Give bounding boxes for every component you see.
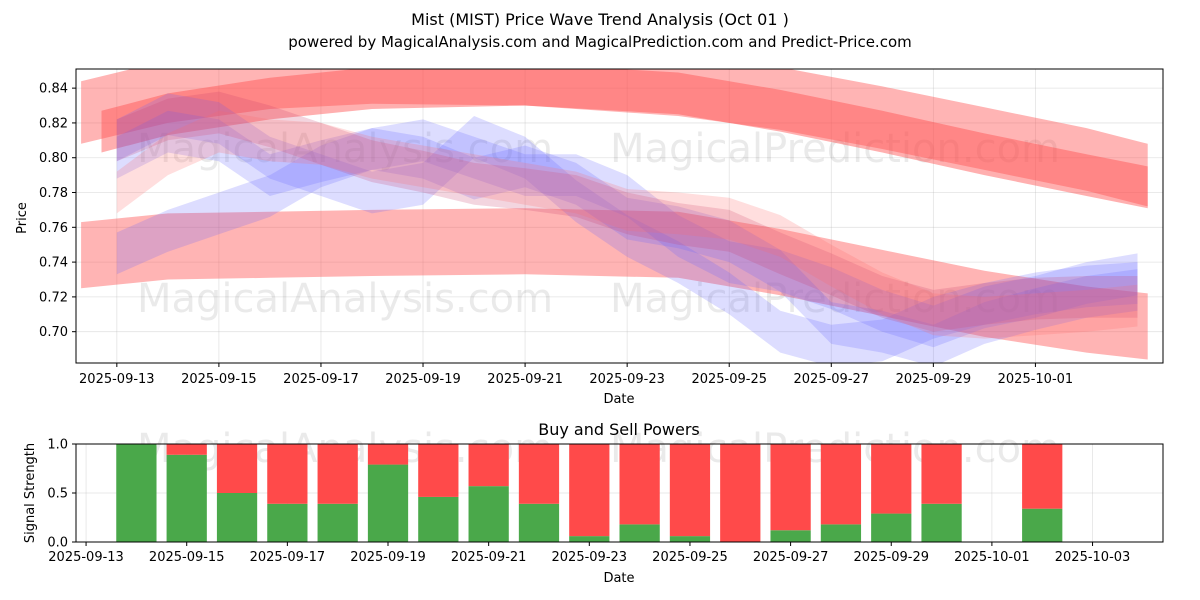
bar-x-tick-label: 2025-10-01 <box>954 550 1030 565</box>
price-y-tick-label: 0.72 <box>39 290 68 305</box>
wave-band-3 <box>81 208 1148 360</box>
buy-power-bar <box>216 493 258 542</box>
sell-power-bar <box>669 444 711 537</box>
chart-title: Mist (MIST) Price Wave Trend Analysis (O… <box>411 10 789 29</box>
buy-power-bar <box>669 536 711 542</box>
price-x-axis-label: Date <box>603 392 634 407</box>
sell-power-bar <box>418 444 459 497</box>
buy-power-bar <box>1022 508 1063 542</box>
bar-y-tick-label: 0.5 <box>47 487 68 502</box>
wave-band-6 <box>116 93 1138 363</box>
buy-power-bar <box>367 464 409 542</box>
sell-power-bar <box>317 444 358 504</box>
buy-power-bar <box>770 530 811 542</box>
price-y-tick-label: 0.78 <box>39 186 68 201</box>
bar-x-tick-label: 2025-09-17 <box>250 550 326 565</box>
chart-subtitle: powered by MagicalAnalysis.com and Magic… <box>288 33 912 51</box>
wave-band-8 <box>116 110 1138 339</box>
sell-power-bar <box>267 444 308 504</box>
buy-power-bar <box>619 524 660 542</box>
bar-x-tick-label: 2025-10-03 <box>1055 550 1131 565</box>
price-y-tick-label: 0.80 <box>39 151 68 166</box>
buy-power-bar <box>468 486 509 542</box>
price-x-tick-label: 2025-09-25 <box>691 372 767 387</box>
sell-power-bar <box>518 444 560 504</box>
price-wave-plot: MagicalAnalysis.com MagicalPrediction.com… <box>39 68 1164 387</box>
price-y-tick-label: 0.74 <box>39 256 68 271</box>
buy-power-bar <box>267 503 308 542</box>
bar-x-tick-label: 2025-09-19 <box>350 550 426 565</box>
sell-power-bar <box>569 444 610 537</box>
buy-power-bar <box>871 513 912 542</box>
bar-x-tick-label: 2025-09-25 <box>652 550 728 565</box>
buy-power-bar <box>518 503 560 542</box>
wave-band-4 <box>116 110 1138 363</box>
price-x-tick-label: 2025-09-21 <box>487 372 563 387</box>
price-x-tick-label: 2025-10-01 <box>998 372 1074 387</box>
bar-y-tick-label: 0.0 <box>47 536 68 551</box>
watermark: MagicalPrediction.com <box>610 126 1060 172</box>
sell-power-bar <box>619 444 660 525</box>
wave-band-2 <box>101 69 1148 209</box>
price-y-axis-label: Price <box>15 202 30 234</box>
sell-power-bar <box>820 444 862 525</box>
buy-power-bar <box>418 496 459 542</box>
wave-band-7 <box>116 91 1138 332</box>
sell-power-bar <box>1022 444 1063 509</box>
sell-power-bar <box>720 444 761 542</box>
buy-power-bar <box>820 524 862 542</box>
sell-power-bar <box>216 444 258 493</box>
bar-y-tick-label: 1.0 <box>47 438 68 453</box>
buy-sell-x-axis-label: Date <box>603 571 634 586</box>
wave-bands <box>81 69 1148 363</box>
sell-power-bar <box>871 444 912 514</box>
watermark: MagicalPrediction.com <box>610 276 1060 322</box>
sell-power-bar <box>468 444 509 487</box>
watermark: MagicalAnalysis.com <box>137 126 553 172</box>
price-y-tick-label: 0.76 <box>39 221 68 236</box>
price-x-tick-label: 2025-09-23 <box>589 372 665 387</box>
sell-power-bar <box>921 444 962 504</box>
price-x-tick-label: 2025-09-13 <box>79 372 155 387</box>
bar-x-tick-label: 2025-09-15 <box>149 550 225 565</box>
bar-x-tick-label: 2025-09-29 <box>853 550 929 565</box>
price-x-tick-label: 2025-09-15 <box>181 372 257 387</box>
price-plot-frame <box>75 68 1164 364</box>
wave-band-1 <box>81 69 1148 207</box>
buy-power-bar <box>166 454 207 542</box>
sell-power-bar <box>166 444 207 455</box>
bar-x-tick-label: 2025-09-23 <box>552 550 628 565</box>
watermark: MagicalAnalysis.com <box>137 276 553 322</box>
bar-x-tick-label: 2025-09-13 <box>48 550 124 565</box>
bar-x-tick-label: 2025-09-21 <box>451 550 527 565</box>
price-x-tick-label: 2025-09-29 <box>896 372 972 387</box>
price-x-tick-label: 2025-09-27 <box>794 372 870 387</box>
buy-sell-plot: MagicalAnalysis.comMagicalPrediction.com… <box>47 426 1164 565</box>
buy-power-bar <box>317 503 358 542</box>
buy-power-bar <box>116 444 157 542</box>
sell-power-bar <box>367 444 409 465</box>
price-y-tick-label: 0.82 <box>39 116 68 131</box>
price-x-tick-label: 2025-09-17 <box>283 372 359 387</box>
price-y-tick-label: 0.84 <box>39 82 68 97</box>
buy-power-bar <box>921 503 962 542</box>
price-x-tick-label: 2025-09-19 <box>385 372 461 387</box>
buy-sell-title: Buy and Sell Powers <box>538 420 700 439</box>
sell-power-bar <box>770 444 811 531</box>
bar-x-tick-label: 2025-09-27 <box>753 550 829 565</box>
buy-power-bar <box>569 536 610 542</box>
price-y-tick-label: 0.70 <box>39 325 68 340</box>
buy-sell-y-axis-label: Signal Strength <box>23 443 38 543</box>
wave-band-5 <box>116 119 1138 348</box>
